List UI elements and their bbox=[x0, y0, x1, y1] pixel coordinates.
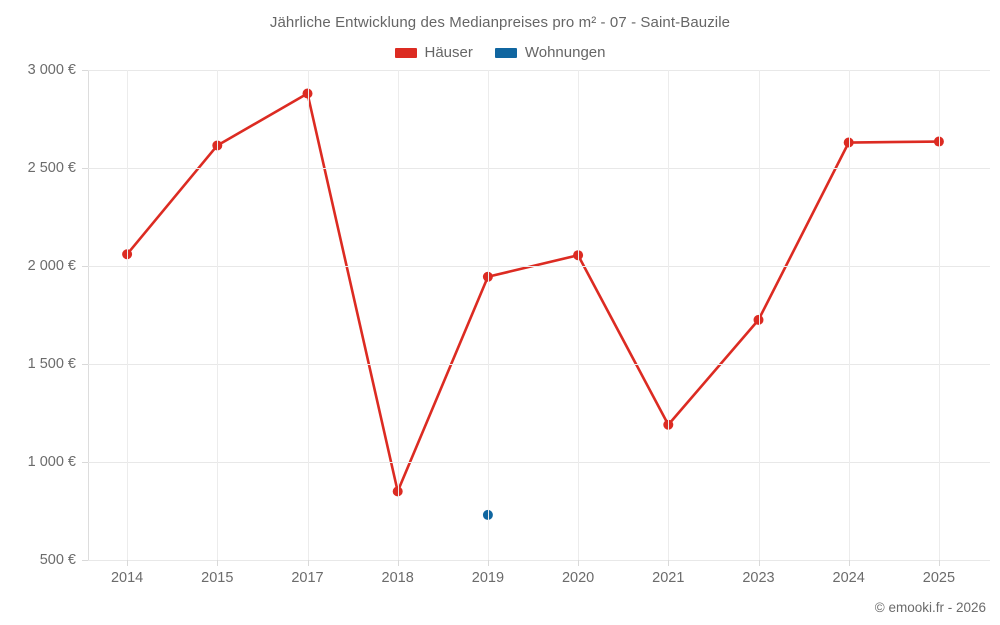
x-tick-mark bbox=[397, 560, 399, 566]
x-tick-mark bbox=[848, 560, 850, 566]
gridline-vertical bbox=[217, 70, 219, 560]
x-tick-mark bbox=[487, 560, 489, 566]
legend-entry-1[interactable]: Wohnungen bbox=[494, 44, 606, 61]
gridline-vertical bbox=[307, 70, 309, 560]
plot-area: 500 € 1 000 € 1 500 € 2 000 € 2 500 € 3 000 €… bbox=[28, 62, 990, 586]
gridline-vertical bbox=[397, 70, 399, 560]
gridline-horizontal bbox=[88, 364, 990, 365]
x-tick-mark bbox=[578, 560, 580, 566]
y-axis-tick-label: 1 000 € bbox=[27, 454, 76, 470]
legend-entry-0[interactable]: Häuser bbox=[394, 44, 473, 61]
gridline-vertical bbox=[668, 70, 670, 560]
y-axis-tick-label: 2 500 € bbox=[27, 160, 76, 176]
x-axis-tick-label: 2014 bbox=[110, 570, 144, 586]
gridline-vertical bbox=[758, 70, 760, 560]
gridline-vertical bbox=[578, 70, 580, 560]
x-axis-tick-label: 2017 bbox=[291, 570, 324, 586]
legend-label: Wohnungen bbox=[524, 44, 606, 61]
footer-credit: © emooki.fr - 2026 bbox=[874, 600, 986, 615]
x-tick-mark bbox=[127, 560, 129, 566]
x-axis-tick-label: 2015 bbox=[201, 570, 234, 586]
gridline-vertical bbox=[127, 70, 129, 560]
series-line-0 bbox=[125, 92, 941, 493]
gridline-vertical bbox=[938, 70, 940, 560]
legend-swatch-icon bbox=[394, 47, 417, 58]
x-axis-tick-label: 2019 bbox=[471, 570, 505, 586]
x-tick-mark bbox=[668, 560, 670, 566]
x-tick-mark bbox=[938, 560, 940, 566]
x-axis-tick-label: 2021 bbox=[652, 570, 685, 586]
y-axis-tick-label: 1 500 € bbox=[27, 356, 76, 372]
gridline-horizontal bbox=[88, 168, 990, 169]
series-layer bbox=[122, 88, 944, 520]
gridline-horizontal bbox=[88, 462, 990, 463]
x-tick-mark bbox=[758, 560, 760, 566]
y-tick-mark bbox=[82, 560, 88, 561]
x-tick-mark bbox=[217, 560, 219, 566]
gridline-vertical bbox=[848, 70, 850, 560]
x-axis-tick-label: 2018 bbox=[381, 570, 414, 586]
y-tick-mark bbox=[82, 364, 88, 365]
x-tick-mark bbox=[307, 560, 309, 566]
x-axis-tick-label: 2023 bbox=[742, 570, 775, 586]
legend-swatch-icon bbox=[494, 47, 517, 58]
gridline-vertical bbox=[487, 70, 489, 560]
gridline-horizontal bbox=[88, 266, 990, 267]
y-axis-tick-label: 3 000 € bbox=[27, 62, 76, 78]
x-axis-tick-label: 2020 bbox=[561, 570, 595, 586]
x-axis-tick-label: 2025 bbox=[922, 570, 956, 586]
chart-legend: Häuser Wohnungen bbox=[0, 44, 1000, 61]
y-axis-tick-label: 2 000 € bbox=[27, 258, 76, 274]
y-tick-mark bbox=[82, 462, 88, 463]
gridline-horizontal bbox=[88, 560, 990, 561]
gridline-horizontal bbox=[88, 70, 990, 71]
y-tick-mark bbox=[82, 266, 88, 267]
y-tick-mark bbox=[82, 168, 88, 169]
y-axis-tick-label: 500 € bbox=[39, 552, 76, 568]
y-tick-mark bbox=[82, 70, 88, 71]
chart-title: Jährliche Entwicklung des Medianpreises … bbox=[269, 14, 731, 31]
legend-label: Häuser bbox=[424, 44, 473, 61]
x-axis-tick-label: 2024 bbox=[832, 570, 865, 586]
y-axis-line bbox=[88, 70, 89, 561]
